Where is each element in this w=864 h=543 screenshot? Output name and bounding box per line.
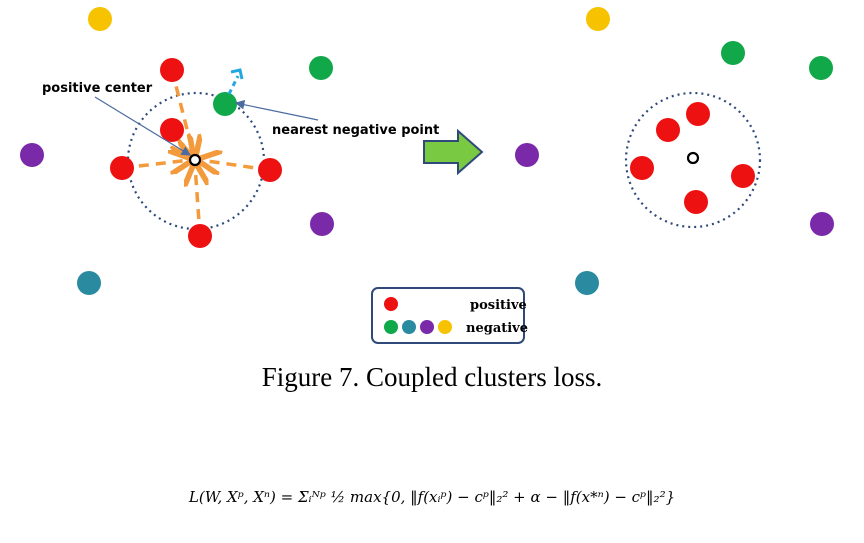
- purple-point: [515, 143, 539, 167]
- positive-center-point: [188, 153, 202, 167]
- right-panel: [515, 7, 834, 295]
- green-point-nearest: [213, 92, 237, 116]
- green-point: [309, 56, 333, 80]
- red-point: [630, 156, 654, 180]
- teal-point: [77, 271, 101, 295]
- teal-point: [575, 271, 599, 295]
- legend-negative-label: negative: [466, 321, 528, 336]
- red-point: [258, 158, 282, 182]
- nearest-negative-label: nearest negative point: [272, 123, 439, 138]
- red-point: [656, 118, 680, 142]
- red-point: [110, 156, 134, 180]
- positive-center-label: positive center: [42, 81, 153, 96]
- pull-line-bottom: [195, 165, 200, 237]
- green-point: [809, 56, 833, 80]
- left-panel: positive center nearest negative point: [20, 7, 439, 295]
- legend-red-swatch: [384, 297, 398, 311]
- legend-teal-swatch: [402, 320, 416, 334]
- push-arrowhead: [230, 68, 244, 80]
- red-point: [160, 58, 184, 82]
- positive-center-pointer: [94, 96, 192, 156]
- red-point: [686, 102, 710, 126]
- purple-point: [310, 212, 334, 236]
- legend-purple-swatch: [420, 320, 434, 334]
- yellow-point: [88, 7, 112, 31]
- legend-positive-label: positive: [470, 298, 527, 313]
- legend-green-swatch: [384, 320, 398, 334]
- legend-yellow-swatch: [438, 320, 452, 334]
- transition-arrow-icon: [423, 128, 484, 176]
- loss-formula: L(W, Xᵖ, Xⁿ) = Σᵢᴺᵖ ½ max{0, ‖f(xᵢᵖ) − c…: [188, 488, 676, 506]
- nearest-negative-pointer: [234, 100, 319, 121]
- legend: positive negative: [371, 287, 528, 344]
- red-point: [160, 118, 184, 142]
- purple-point: [810, 212, 834, 236]
- red-point: [188, 224, 212, 248]
- green-point: [721, 41, 745, 65]
- red-point: [684, 190, 708, 214]
- yellow-point: [586, 7, 610, 31]
- red-point: [731, 164, 755, 188]
- right-boundary-circle: [624, 91, 762, 229]
- figure-caption: Figure 7. Coupled clusters loss.: [261, 362, 603, 392]
- pull-line-right: [200, 160, 271, 170]
- pull-line-left: [121, 160, 190, 168]
- push-line: [227, 75, 240, 95]
- positive-center-point: [686, 151, 700, 165]
- purple-point: [20, 143, 44, 167]
